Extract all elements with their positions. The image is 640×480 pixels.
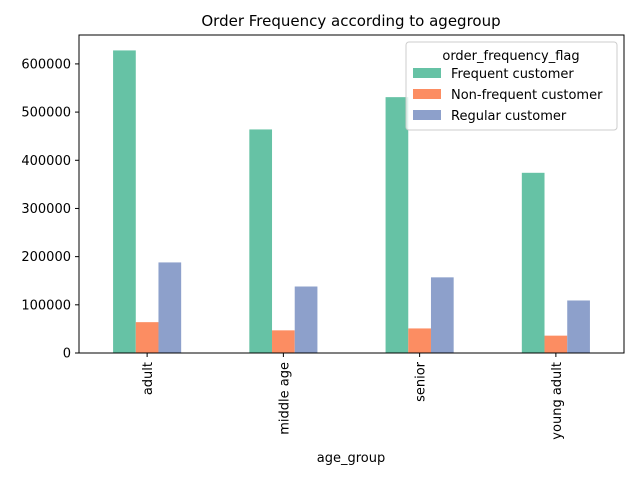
y-tick-label: 400000 xyxy=(21,154,71,169)
bar-adult-3 xyxy=(158,262,182,353)
x-axis: adult middle age senior young adult xyxy=(141,353,565,440)
legend-swatch xyxy=(413,68,441,78)
bars-group xyxy=(113,50,590,354)
legend-box xyxy=(405,41,618,131)
legend-swatch xyxy=(413,89,441,99)
y-tick-label: 600000 xyxy=(21,57,71,72)
x-tick-label: young adult xyxy=(550,362,565,440)
bar-adult-2 xyxy=(135,322,159,353)
legend-title: order_frequency_flag xyxy=(442,49,579,64)
bar-middle-age-3 xyxy=(294,286,318,353)
y-tick-label: 500000 xyxy=(21,106,71,121)
x-tick-label: adult xyxy=(141,362,156,395)
x-axis-label: age_group xyxy=(317,451,385,466)
chart-title: Order Frequency according to agegroup xyxy=(201,12,500,30)
bar-middle-age-2 xyxy=(272,330,295,353)
legend-label: Regular customer xyxy=(451,109,567,124)
bar-young-adult-3 xyxy=(567,300,590,353)
x-tick-label: senior xyxy=(414,361,429,402)
legend: order_frequency_flag Frequent customer No… xyxy=(405,41,618,131)
y-tick-label: 100000 xyxy=(21,298,71,313)
legend-swatch xyxy=(413,110,441,120)
bar-senior-2 xyxy=(408,328,431,353)
bar-adult-1 xyxy=(113,50,136,354)
bar-senior-1 xyxy=(385,97,409,354)
bar-young-adult-2 xyxy=(544,335,568,353)
x-tick-label: middle age xyxy=(277,362,292,435)
legend-label: Non-frequent customer xyxy=(451,88,603,103)
bar-young-adult-1 xyxy=(521,172,545,353)
bar-middle-age-1 xyxy=(249,129,273,353)
bar-senior-3 xyxy=(430,277,454,353)
y-tick-label: 300000 xyxy=(21,202,71,217)
y-tick-label: 0 xyxy=(63,347,71,362)
legend-label: Frequent customer xyxy=(451,67,574,82)
plot-frame xyxy=(78,34,625,354)
y-tick-label: 200000 xyxy=(21,250,71,265)
y-axis: 0 100000 200000 300000 400000 500000 600000 xyxy=(21,57,79,362)
